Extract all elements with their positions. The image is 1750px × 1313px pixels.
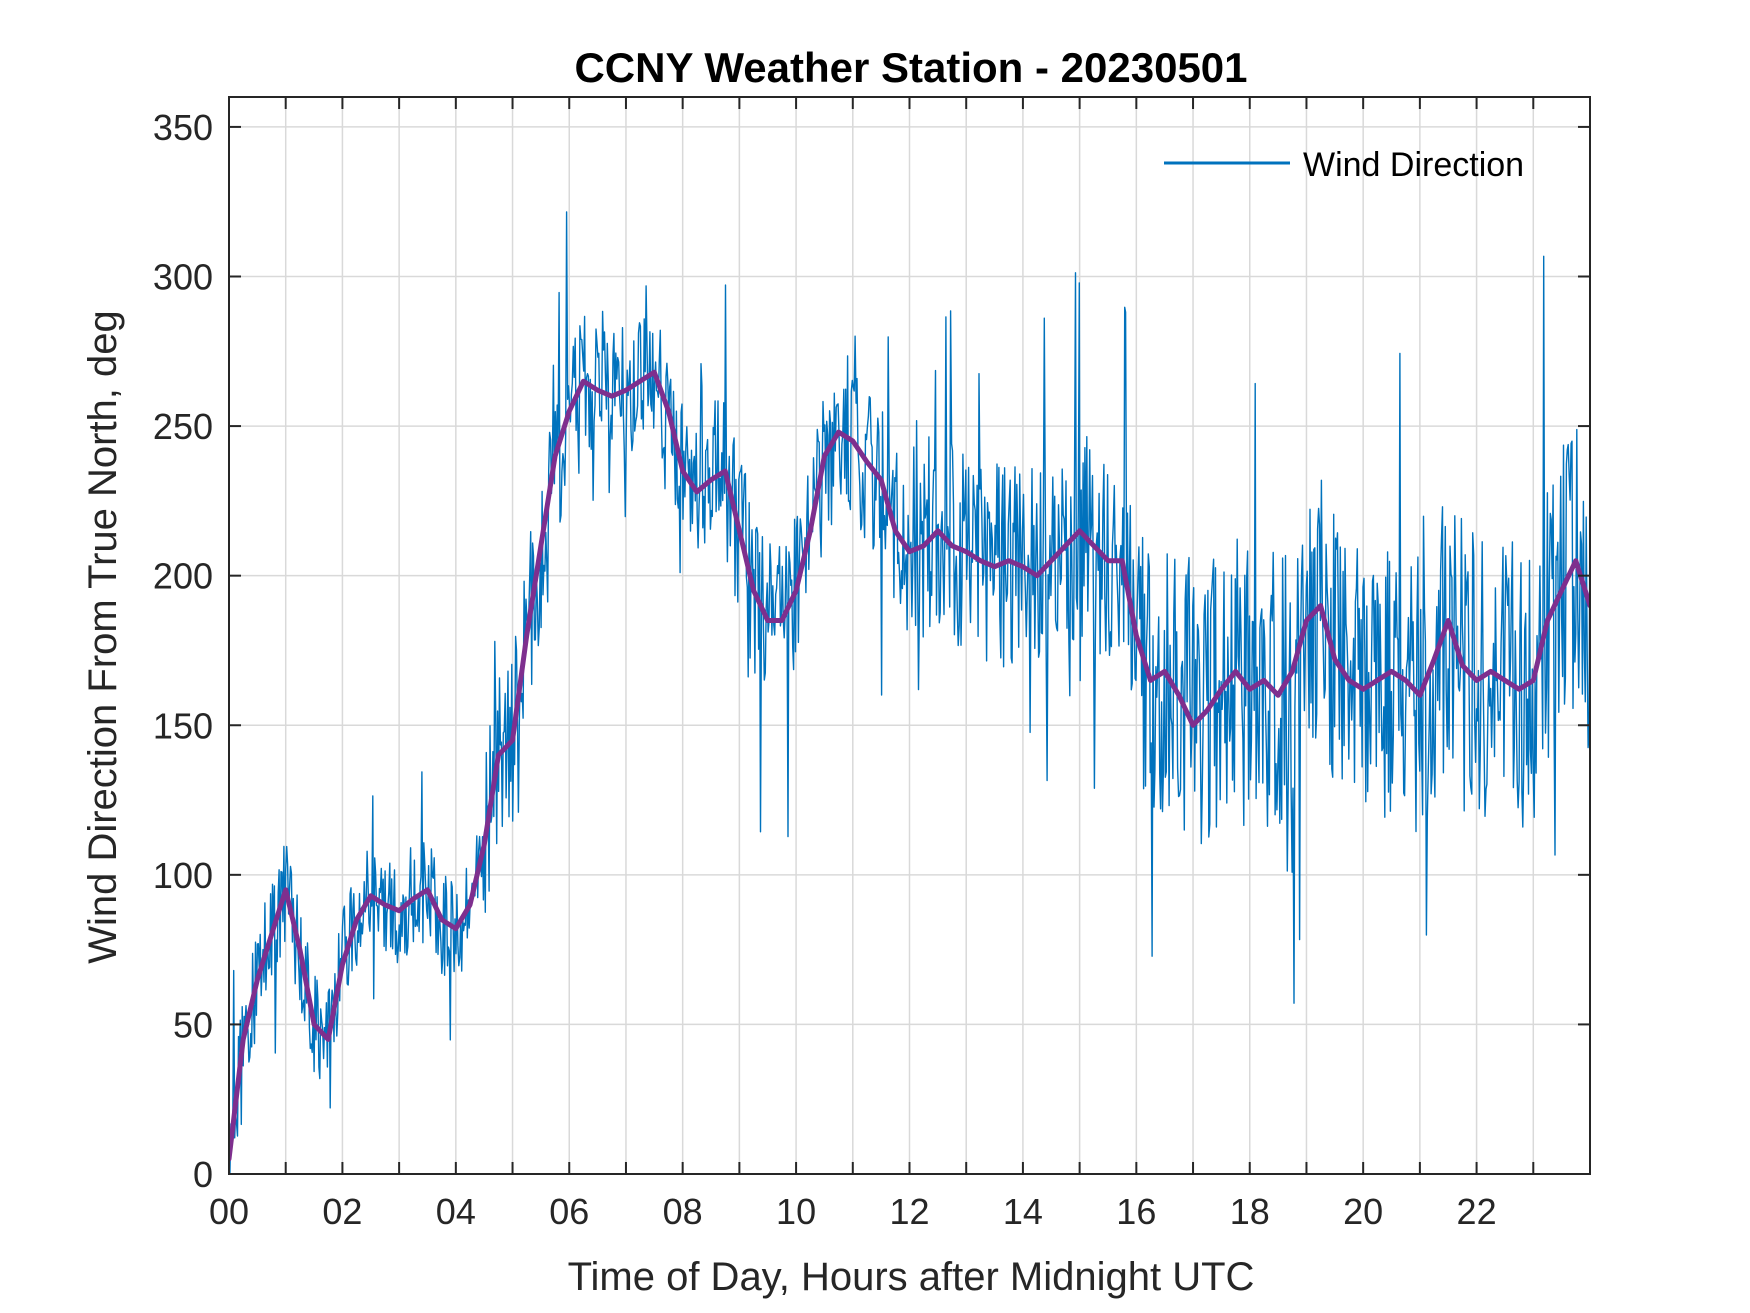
series-line-moving-average xyxy=(229,369,1590,1162)
legend: Wind Direction xyxy=(1164,146,1524,184)
series-layer xyxy=(229,211,1590,1174)
y-tick-label: 350 xyxy=(153,107,213,148)
x-tick-label: 18 xyxy=(1230,1191,1270,1232)
tick-marks xyxy=(229,97,1590,1175)
y-tick-label: 300 xyxy=(153,257,213,298)
y-tick-label: 50 xyxy=(173,1004,213,1045)
x-tick-label: 04 xyxy=(436,1191,476,1232)
grid-lines xyxy=(229,97,1590,1174)
x-tick-label: 20 xyxy=(1343,1191,1383,1232)
x-tick-label: 10 xyxy=(776,1191,816,1232)
x-tick-label: 00 xyxy=(209,1191,249,1232)
y-tick-labels: 0 50 100 150 200 250 300 350 xyxy=(153,107,213,1195)
x-tick-label: 06 xyxy=(549,1191,589,1232)
x-tick-label: 22 xyxy=(1457,1191,1497,1232)
x-tick-label: 02 xyxy=(322,1191,362,1232)
legend-entry: Wind Direction xyxy=(1303,146,1524,184)
x-tick-labels: 00 02 04 06 08 10 12 14 16 18 20 22 xyxy=(209,1191,1497,1232)
y-tick-label: 250 xyxy=(153,406,213,447)
x-tick-label: 08 xyxy=(663,1191,703,1232)
y-axis-label: Wind Direction From True North, deg xyxy=(81,310,125,964)
x-tick-label: 16 xyxy=(1116,1191,1156,1232)
x-axis-label: Time of Day, Hours after Midnight UTC xyxy=(568,1255,1255,1299)
y-tick-label: 0 xyxy=(193,1154,213,1195)
y-tick-label: 200 xyxy=(153,556,213,597)
chart-title: CCNY Weather Station - 20230501 xyxy=(574,44,1247,91)
y-tick-label: 150 xyxy=(153,705,213,746)
y-tick-label: 100 xyxy=(153,855,213,896)
x-tick-label: 14 xyxy=(1003,1191,1043,1232)
x-tick-label: 12 xyxy=(889,1191,929,1232)
